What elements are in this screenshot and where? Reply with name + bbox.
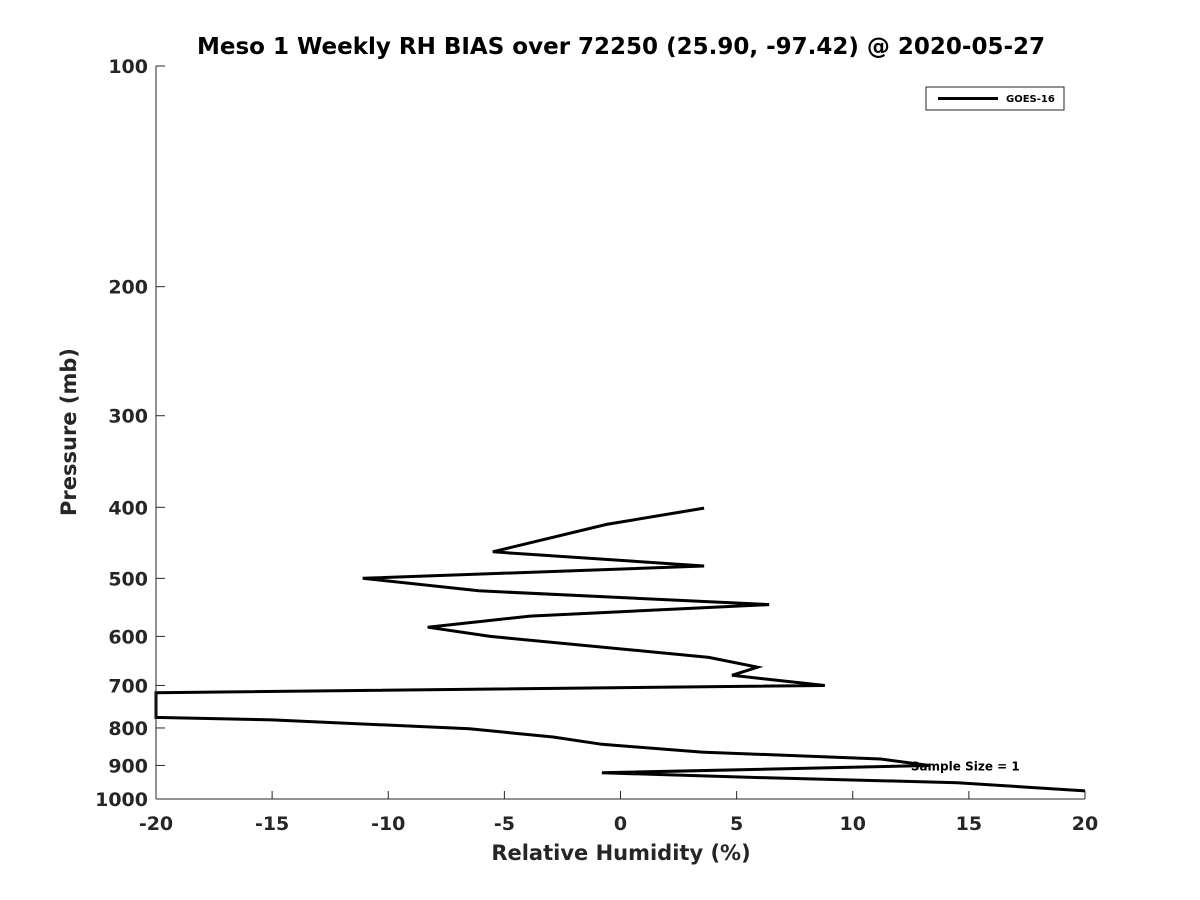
- y-tick-label: 700: [108, 675, 148, 697]
- series-line-goes-16: [154, 506, 1086, 793]
- y-tick-label: 600: [108, 626, 148, 648]
- sample-size-annotation: Sample Size = 1: [911, 759, 1020, 773]
- y-tick-label: 100: [108, 56, 148, 78]
- x-tick-label: 20: [1072, 813, 1098, 835]
- x-tick-label: -20: [139, 813, 173, 835]
- y-tick-label: 1000: [95, 789, 148, 811]
- x-tick-label: -5: [494, 813, 515, 835]
- y-tick-label: 200: [108, 277, 148, 299]
- axes: -20 -15 -10 -5 0 5 10 15 20 100 200 300 400 500 600 700…: [95, 56, 1098, 835]
- legend-label-goes-16: GOES-16: [1006, 94, 1055, 105]
- x-tick-label: -15: [255, 813, 289, 835]
- chart-title: Meso 1 Weekly RH BIAS over 72250 (25.90,…: [197, 34, 1045, 60]
- x-tick-label: 10: [840, 813, 866, 835]
- x-tick-label: 5: [730, 813, 743, 835]
- y-tick-label: 300: [108, 406, 148, 428]
- x-tick-label: 15: [956, 813, 982, 835]
- legend: GOES-16: [925, 86, 1065, 111]
- x-tick-label: -10: [371, 813, 405, 835]
- x-axis-label: Relative Humidity (%): [491, 841, 750, 865]
- annotation-layer: Sample Size = 1: [911, 759, 1020, 773]
- series-layer: [154, 506, 1086, 793]
- y-tick-label: 400: [108, 497, 148, 519]
- y-tick-label: 800: [108, 718, 148, 740]
- y-tick-label: 500: [108, 568, 148, 590]
- x-tick-label: 0: [614, 813, 627, 835]
- y-tick-label: 900: [108, 755, 148, 777]
- y-axis-label: Pressure (mb): [57, 348, 81, 516]
